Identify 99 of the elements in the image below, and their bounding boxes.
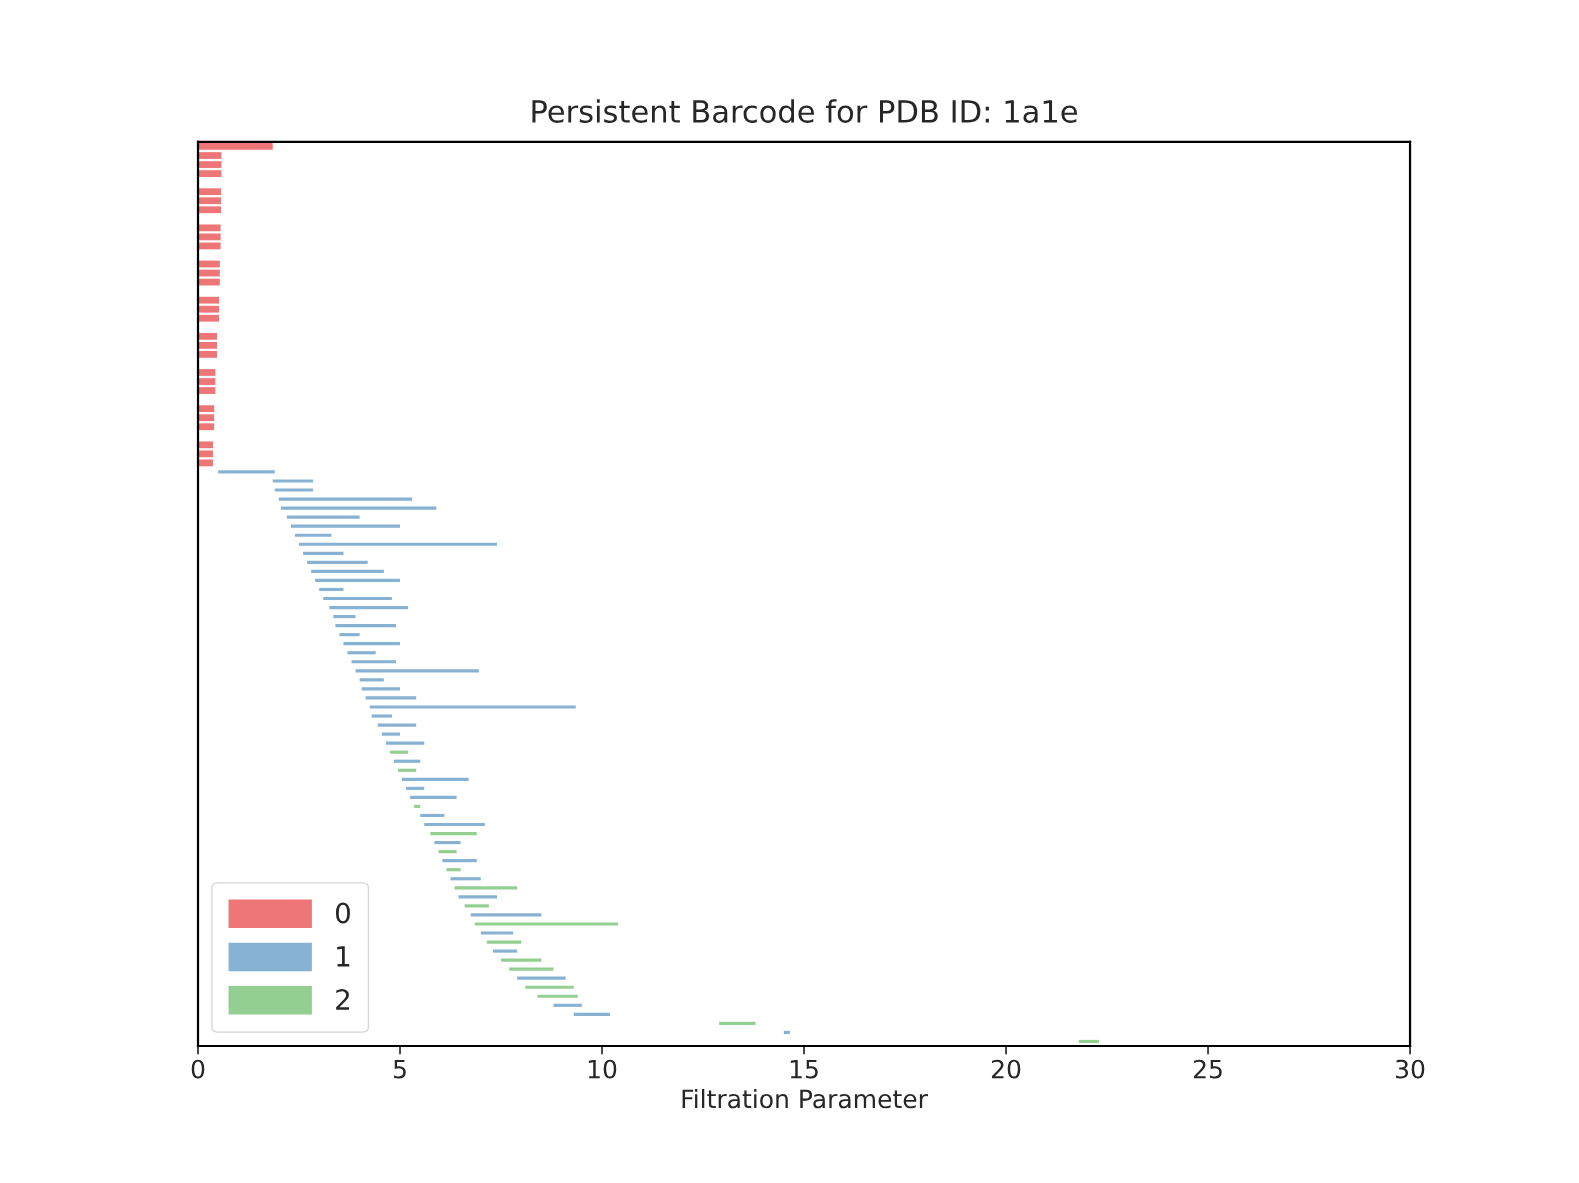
legend-label: 0 — [335, 902, 350, 924]
bar — [198, 332, 217, 340]
bar — [198, 441, 213, 449]
bar — [329, 605, 409, 610]
bar — [333, 615, 356, 619]
x-tick-label: 25 — [1193, 1059, 1222, 1079]
bar — [323, 596, 392, 601]
bar — [347, 651, 376, 655]
bar — [294, 533, 332, 537]
bar — [315, 578, 401, 583]
bar — [198, 170, 222, 177]
bar — [381, 732, 401, 736]
bar — [480, 931, 514, 935]
bar — [290, 524, 401, 528]
bar — [343, 642, 401, 646]
bar — [420, 813, 445, 818]
bar — [339, 633, 360, 637]
bar — [319, 587, 344, 592]
bar — [458, 895, 497, 899]
x-tick-label: 10 — [588, 1059, 617, 1079]
x-tick-label: 5 — [393, 1059, 406, 1079]
bar — [573, 1012, 611, 1016]
bar — [198, 143, 273, 150]
bar — [198, 450, 213, 458]
bar — [198, 305, 220, 313]
bar — [359, 678, 384, 682]
bar — [464, 904, 489, 908]
bar — [355, 669, 479, 673]
bar — [272, 479, 314, 483]
bar — [198, 197, 222, 205]
bar — [335, 624, 396, 628]
bar — [424, 822, 485, 827]
bar — [454, 886, 518, 890]
bar — [286, 515, 360, 519]
bar — [198, 423, 215, 431]
bar — [470, 913, 542, 917]
bar — [486, 940, 522, 944]
legend-label: 1 — [337, 946, 350, 967]
bar — [365, 696, 417, 700]
bar — [450, 877, 481, 881]
bar — [274, 488, 314, 492]
bar — [198, 351, 217, 358]
bar — [434, 841, 461, 845]
bar — [410, 795, 457, 799]
bar — [525, 985, 574, 989]
bar — [501, 958, 542, 962]
x-tick-label: 30 — [1396, 1059, 1425, 1079]
x-tick-label: 15 — [790, 1059, 818, 1079]
bar — [361, 687, 401, 691]
bar — [303, 551, 344, 555]
bar — [198, 152, 222, 159]
chart-title: Persistent Barcode for PDB ID: 1a1e — [532, 99, 1077, 123]
bar — [402, 777, 469, 781]
bar — [474, 922, 619, 926]
x-axis-title: Filtration Parameter — [682, 1088, 928, 1109]
bar — [198, 188, 222, 196]
bar — [385, 741, 425, 745]
bar — [280, 506, 437, 510]
bar — [509, 967, 554, 971]
x-tick-label: 20 — [991, 1059, 1021, 1079]
bar — [278, 497, 413, 501]
bar — [198, 296, 220, 304]
bar — [414, 804, 421, 809]
bar — [198, 414, 215, 422]
bar — [492, 949, 518, 953]
bar — [198, 405, 215, 413]
bar — [198, 224, 221, 232]
bar — [397, 768, 417, 772]
bar — [517, 976, 566, 980]
bar — [1078, 1039, 1099, 1044]
bar — [198, 387, 216, 394]
bar — [369, 705, 576, 709]
bar — [198, 378, 216, 385]
bar — [198, 161, 222, 168]
bar — [307, 560, 368, 564]
bar — [351, 660, 396, 664]
bar — [371, 714, 392, 718]
bar — [198, 341, 217, 349]
bar — [218, 470, 275, 474]
bar — [537, 994, 578, 998]
bar — [377, 723, 417, 727]
bar — [783, 1030, 790, 1035]
bar — [719, 1021, 756, 1025]
bar — [198, 369, 216, 376]
bar — [430, 831, 477, 836]
bar — [406, 786, 425, 790]
bar — [442, 859, 477, 863]
bar — [311, 569, 384, 573]
bar — [198, 314, 220, 322]
bar — [553, 1003, 582, 1007]
bar — [299, 542, 497, 546]
legend-label: 2 — [336, 989, 350, 1010]
bar — [446, 868, 461, 872]
bar — [198, 233, 221, 241]
x-tick-label: 0 — [191, 1059, 205, 1079]
bar — [389, 750, 409, 754]
bar — [198, 206, 222, 214]
bar — [438, 850, 457, 854]
bar — [393, 759, 421, 763]
